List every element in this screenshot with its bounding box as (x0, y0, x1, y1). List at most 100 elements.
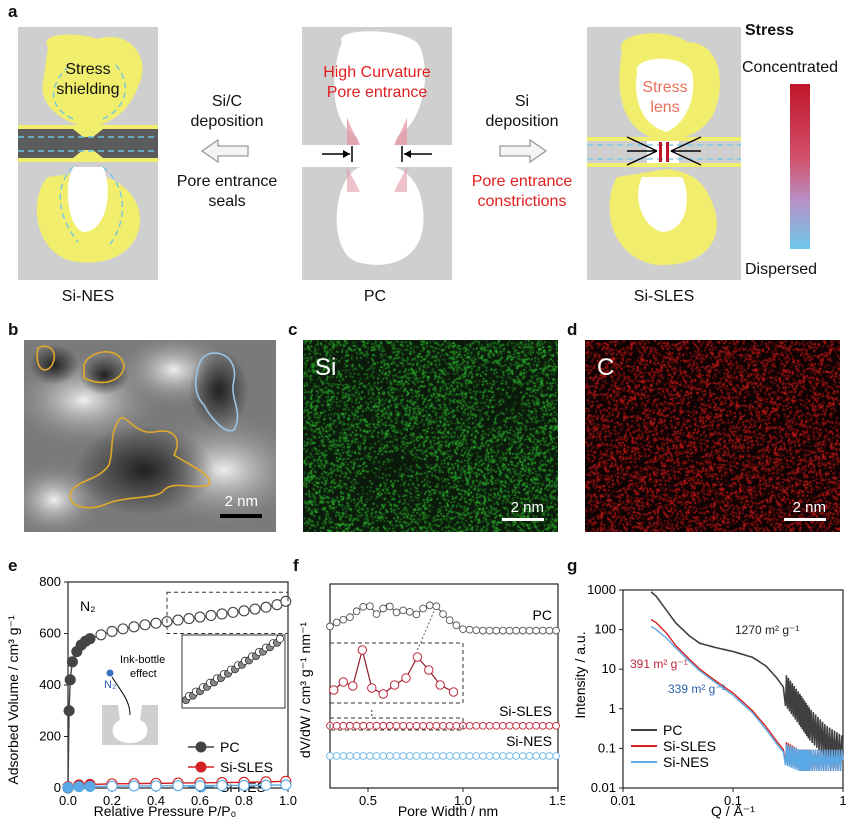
chart-f-series-label: PC (533, 607, 552, 623)
si-eds-texture (303, 340, 558, 532)
chart-e-ylabel: Adsorbed Volume / cm³ g⁻¹ (5, 615, 21, 785)
chart-e-zoom-box (166, 591, 289, 634)
chart-f-point (419, 721, 427, 730)
chart-f-point (512, 752, 521, 760)
tem-scale-label: 2 nm (224, 493, 258, 510)
chart-f-point (465, 721, 474, 730)
chart-f-point (352, 752, 361, 760)
chart-f-point (346, 752, 354, 760)
chart-f-zoom-box (329, 717, 464, 731)
chart-f-point (405, 752, 414, 760)
chart-f-point (339, 615, 348, 624)
chart-f-point (366, 721, 374, 730)
chart-g-annotation: 1270 m² g⁻¹ (735, 623, 799, 637)
left-arrow-line4: seals (208, 193, 246, 210)
stress-bar-top-label: Concentrated (742, 59, 839, 76)
chart-e-point (280, 779, 292, 791)
chart-f-point (445, 616, 454, 625)
chart-f-point (485, 752, 494, 760)
chart-f-inset-point (329, 685, 339, 695)
chart-e-point (238, 605, 250, 617)
chart-f-point (485, 721, 494, 730)
chart-e-point (106, 625, 118, 637)
chart-e-xlabel: Relative Pressure P/P₀ (94, 803, 237, 819)
chart-f-point (385, 721, 394, 730)
chart-f-point (525, 721, 534, 730)
c-element-label: C (597, 354, 615, 381)
chart-f-point (552, 752, 560, 760)
chart-e-point (66, 656, 78, 668)
chart-e-point (150, 617, 162, 629)
chart-e-point (150, 780, 162, 792)
chart-f-point (419, 604, 427, 613)
chart-f-inset-point (367, 683, 377, 693)
chart-g-ylabel: Intensity / a.u. (572, 631, 588, 718)
chart-e-ytick-label: 600 (39, 626, 61, 641)
chart-f-inset-point (401, 673, 411, 683)
chart-e-point (216, 779, 228, 791)
si-sles-text-line1: Stress (642, 79, 688, 96)
chart-e-point (238, 779, 250, 791)
chart-f-series-label: Si-NES (506, 733, 552, 749)
chart-f-point (459, 625, 467, 634)
chart-f-point (465, 752, 474, 760)
chart-f-point (472, 626, 481, 635)
chart-f-point (445, 752, 454, 760)
chart-f: dV/dW / cm³ g⁻¹ nm⁻¹ Pore Width / nm 0.5… (297, 583, 565, 819)
chart-e-legend-marker (195, 741, 207, 753)
chart-f-point (412, 752, 421, 760)
left-arrow-line3: Pore entrance (176, 173, 278, 190)
chart-f-point (405, 607, 414, 616)
chart-g-ytick-label: 10 (602, 661, 616, 676)
right-hollow-arrow-icon (499, 138, 548, 164)
left-hollow-arrow-icon (200, 138, 249, 164)
pc-text-line1: High Curvature (323, 64, 431, 81)
chart-e-point (172, 780, 184, 792)
chart-f-point (538, 752, 547, 760)
chart-e-point (73, 781, 85, 793)
chart-e-point (260, 601, 272, 613)
chart-f-point (372, 721, 381, 730)
chart-g-legend-label: Si-NES (663, 754, 709, 770)
chart-f-point (445, 721, 454, 730)
chart-f-point (545, 626, 554, 635)
right-arrow-line1: Si (514, 93, 530, 110)
chart-g-ytick-label: 100 (594, 622, 616, 637)
chart-e-point (194, 611, 206, 623)
tem-scale-bar (220, 514, 262, 518)
chart-e-xtick-label: 1.0 (279, 793, 297, 808)
chart-f-point (499, 721, 507, 730)
chart-f-point (332, 618, 341, 627)
chart-f-inset-box (329, 642, 464, 704)
chart-f-point (472, 721, 481, 730)
chart-f-point (532, 721, 541, 730)
chart-f-point (479, 721, 487, 730)
chart-f-point (432, 752, 441, 760)
panel-label-g: g (567, 556, 578, 575)
chart-f-point (366, 752, 374, 760)
chart-f-point (352, 607, 361, 616)
chart-g-annotation: 339 m² g⁻¹ (668, 682, 726, 696)
chart-e-point (128, 780, 140, 792)
chart-f-point (392, 608, 401, 617)
ink-bottle-arrow-icon (111, 676, 131, 716)
chart-g-legend-label: PC (663, 722, 682, 738)
chart-f-point (326, 752, 334, 760)
chart-f-point (505, 721, 514, 730)
chart-e-point (95, 629, 107, 641)
chart-f-point (425, 601, 434, 610)
chart-f-inset-point (348, 681, 358, 691)
chart-e-point (64, 674, 76, 686)
chart-f-point (399, 752, 408, 760)
tem-texture (24, 340, 276, 532)
chart-f-point (459, 752, 467, 760)
chart-f-point (545, 752, 554, 760)
c-scale-label: 2 nm (792, 499, 826, 516)
chart-f-point (419, 752, 427, 760)
chart-f-xlabel: Pore Width / nm (398, 803, 498, 819)
chart-f-point (392, 752, 401, 760)
pc-caption: PC (363, 288, 387, 305)
si-scale-bar (502, 518, 544, 521)
chart-e-point (249, 603, 261, 615)
right-arrow-line2: deposition (485, 113, 559, 130)
